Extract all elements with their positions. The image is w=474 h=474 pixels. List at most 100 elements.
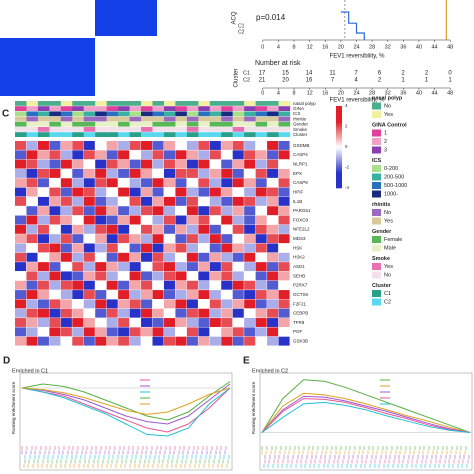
colorbar-step <box>336 175 342 179</box>
annotation-cell <box>37 106 50 111</box>
annotation-cell <box>255 106 268 111</box>
annotation-cell <box>152 121 165 127</box>
heatmap-cell <box>278 206 290 216</box>
heatmap-cell <box>37 187 49 197</box>
heatmap-cell <box>26 206 38 216</box>
heatmap-cell <box>37 308 49 318</box>
heatmap-cell <box>83 308 95 318</box>
heatmap-cell <box>72 178 84 188</box>
heatmap-cell <box>129 271 141 281</box>
heatmap-cell <box>198 234 210 244</box>
heatmap-cell <box>198 280 210 290</box>
annotation-cell <box>60 127 73 132</box>
heatmap-cell <box>209 318 221 327</box>
heatmap-cell <box>221 224 233 234</box>
colorbar-tick-label: 0 <box>345 144 348 149</box>
heatmap-cell <box>118 215 130 225</box>
annotation-cell <box>232 111 245 117</box>
colorbar-step <box>336 173 342 176</box>
heatmap-cell <box>15 150 27 160</box>
heatmap-cell <box>26 168 38 178</box>
annotation-cell <box>221 116 233 122</box>
heatmap-cell <box>152 318 164 327</box>
heatmap-cell <box>175 262 187 272</box>
heatmap-cell <box>221 234 233 244</box>
heatmap-cell <box>118 262 130 272</box>
heatmap-cell <box>221 187 233 197</box>
legend-label: 500-1000 <box>384 183 407 189</box>
annotation-cell <box>244 132 256 137</box>
annotation-cell <box>60 111 73 117</box>
heatmap-cell <box>232 252 244 262</box>
heatmap-cell <box>129 243 141 253</box>
heatmap-cell <box>60 168 72 178</box>
annotation-cell <box>106 132 119 137</box>
x-tick-label: 12 <box>307 44 313 50</box>
heatmap-cell <box>37 168 49 178</box>
heatmap-cell <box>152 262 164 272</box>
heatmap-cell <box>141 178 153 188</box>
heatmap-cell <box>129 290 141 300</box>
x-tick-label: 44 <box>432 90 438 96</box>
heatmap-cell <box>72 336 84 346</box>
heatmap-cell <box>15 262 27 272</box>
x-tick-label: 36 <box>400 90 406 96</box>
heatmap-cell <box>72 224 84 234</box>
heatmap-cell <box>186 262 198 272</box>
heatmap-cell <box>221 215 233 225</box>
legend-label: C2 <box>238 29 245 35</box>
colorbar-step <box>336 118 342 121</box>
heatmap-cell <box>83 141 95 150</box>
heatmap-cell <box>15 280 27 290</box>
heatmap-cell <box>26 336 38 346</box>
heatmap-cell <box>232 187 244 197</box>
heatmap-cell <box>26 234 38 244</box>
heatmap-cell <box>232 168 244 178</box>
heatmap-cell <box>221 196 233 206</box>
heatmap-cell <box>244 178 256 188</box>
annotation-cell <box>37 111 50 117</box>
colorbar-step <box>336 140 342 144</box>
heatmap-cell <box>118 271 130 281</box>
annotation-cell <box>198 106 210 111</box>
heatmap-cell <box>26 252 38 262</box>
heatmap-cell <box>37 159 49 169</box>
heatmap-cell <box>163 271 176 281</box>
heatmap-cell <box>255 327 267 337</box>
heatmap-cell <box>72 187 84 197</box>
heatmap-cell <box>221 299 233 309</box>
y-axis-label: Running enrichment score <box>251 381 256 434</box>
annotation-cell <box>37 101 50 106</box>
heatmap-cell <box>60 327 72 337</box>
heatmap-cell <box>15 299 27 309</box>
heatmap-cell <box>163 336 176 346</box>
heatmap-cell <box>267 234 279 244</box>
heatmap-cell <box>255 318 267 327</box>
annotation-cell <box>244 111 256 117</box>
heatmap-cell <box>186 187 198 197</box>
heatmap-cell <box>221 168 233 178</box>
heatmap-cell <box>37 196 49 206</box>
annotation-cell <box>232 121 245 127</box>
annotation-cell <box>221 111 233 117</box>
heatmap-cell <box>26 196 38 206</box>
heatmap-cell <box>95 262 107 272</box>
legend-swatch <box>372 165 381 172</box>
heatmap-cell <box>72 150 84 160</box>
heatmap-cell <box>60 252 72 262</box>
heatmap-cell <box>198 187 210 197</box>
colorbar-step <box>336 149 342 152</box>
heatmap-cell <box>15 224 27 234</box>
heatmap-cell <box>186 327 198 337</box>
heatmap-cell <box>60 280 72 290</box>
annotation-cell <box>198 132 210 137</box>
heatmap-cell <box>37 224 49 234</box>
gene-label: IL1B <box>293 199 302 204</box>
annotation-cell <box>15 106 27 111</box>
heatmap-cell <box>278 271 290 281</box>
heatmap-cell <box>129 299 141 309</box>
heatmap-cell <box>141 262 153 272</box>
colorbar-step <box>336 116 342 119</box>
legend-swatch <box>372 244 381 252</box>
colorbar-step <box>336 126 342 129</box>
